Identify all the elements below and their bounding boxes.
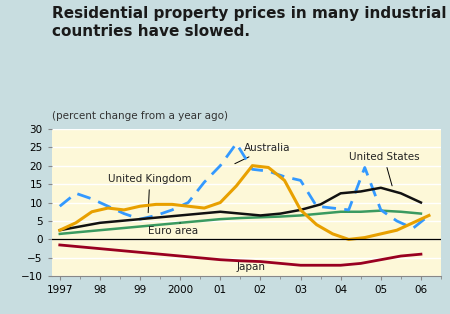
Text: Japan: Japan [236, 262, 266, 272]
Text: Australia: Australia [235, 143, 291, 164]
Text: Euro area: Euro area [148, 223, 198, 236]
Text: United States: United States [349, 152, 419, 186]
Text: Residential property prices in many industrial
countries have slowed.: Residential property prices in many indu… [52, 6, 446, 39]
Text: (percent change from a year ago): (percent change from a year ago) [52, 111, 228, 121]
Text: United Kingdom: United Kingdom [108, 174, 192, 213]
